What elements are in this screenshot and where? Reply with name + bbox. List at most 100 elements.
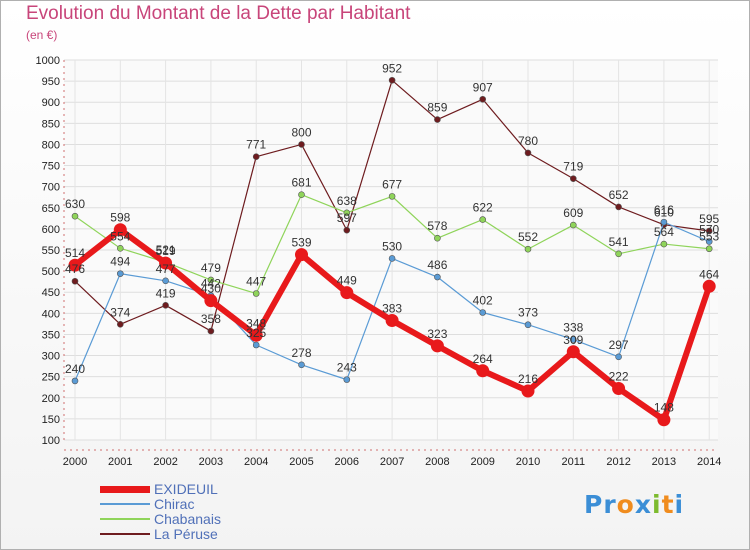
data-point [476,364,490,378]
data-point [162,302,169,309]
data-label: 677 [382,177,402,191]
data-label: 476 [65,262,85,276]
data-label: 240 [65,362,85,376]
y-tick-label: 800 [42,139,60,151]
legend-swatch [100,518,150,520]
data-label: 952 [382,61,402,75]
chart-grid [64,59,718,441]
logo-letter: t [661,490,675,519]
y-tick-label: 650 [42,203,60,215]
data-point [71,277,79,285]
data-point [207,276,215,284]
data-label: 610 [654,206,674,220]
data-point [434,234,441,242]
data-label: 297 [609,338,629,352]
x-tick-label: 2003 [199,456,223,468]
data-point [252,290,260,297]
y-tick-label: 250 [42,372,60,384]
data-point [388,193,396,200]
data-label: 447 [246,274,266,288]
logo-letter: r [603,490,617,519]
x-tick-label: 2013 [652,456,676,468]
legend-swatch [100,503,150,505]
data-point [71,212,79,220]
data-point [615,203,622,211]
data-point [252,153,260,160]
data-point [521,384,535,398]
data-label: 907 [473,80,493,94]
logo-letter: P [584,490,604,519]
data-label: 541 [609,235,629,249]
data-point [117,245,124,252]
data-point [430,339,444,353]
data-point [705,227,713,235]
data-point [524,321,532,329]
data-label: 530 [382,239,402,253]
data-label: 348 [246,316,266,330]
data-label: 578 [427,219,447,233]
x-tick-label: 2007 [380,456,404,468]
data-point [660,218,668,226]
legend-label: EXIDEUIL [154,481,218,497]
data-label: 552 [518,230,538,244]
y-tick-label: 400 [42,308,60,320]
data-label: 800 [291,125,311,139]
data-label: 514 [65,246,85,260]
data-label: 222 [609,369,629,383]
data-point [343,226,351,234]
data-point [340,286,354,300]
data-label: 494 [110,255,130,269]
y-tick-label: 850 [42,118,60,130]
data-label: 597 [337,211,357,225]
data-label: 419 [156,286,176,300]
legend-label: Chirac [154,496,195,512]
y-tick-label: 600 [42,224,60,236]
data-point [524,149,532,157]
x-tick-label: 2000 [63,456,87,468]
data-point [479,309,487,316]
data-label: 771 [246,138,266,152]
data-label: 442 [201,277,221,291]
data-label: 338 [563,321,583,335]
y-tick-label: 700 [42,182,60,194]
data-point [343,376,351,383]
data-label: 570 [699,223,719,237]
data-point [385,314,399,328]
data-point [71,377,79,385]
data-label: 719 [563,160,583,174]
logo-letter: x [634,490,652,519]
data-point [569,175,577,182]
y-tick-label: 1000 [36,55,60,67]
data-label: 243 [337,361,357,375]
data-label: 595 [699,212,719,226]
data-label: 358 [201,312,221,326]
data-point [702,279,716,293]
data-label: 652 [609,188,629,202]
data-point [615,353,622,361]
data-point [298,141,305,148]
data-label: 630 [65,197,85,211]
data-point [434,116,441,123]
data-label: 402 [473,293,493,307]
x-tick-label: 2012 [606,456,630,468]
data-label: 323 [427,327,447,341]
data-label: 464 [699,267,719,281]
legend-swatch [100,485,150,493]
data-point [204,294,218,308]
data-point [117,270,124,277]
y-tick-label: 200 [42,393,60,405]
data-label: 638 [337,194,357,208]
data-label: 859 [427,101,447,115]
data-label: 383 [382,302,402,316]
chart-title: Evolution du Montant de la Dette par Hab… [26,3,411,24]
data-point [615,250,622,258]
logo-letter: i [652,490,662,519]
x-tick-label: 2001 [108,456,132,468]
data-label: 264 [473,352,493,366]
data-label: 430 [201,282,221,296]
y-tick-label: 550 [42,245,60,257]
data-point [298,191,305,198]
data-label: 449 [337,274,357,288]
data-point [388,76,396,84]
data-label: 278 [291,346,311,360]
